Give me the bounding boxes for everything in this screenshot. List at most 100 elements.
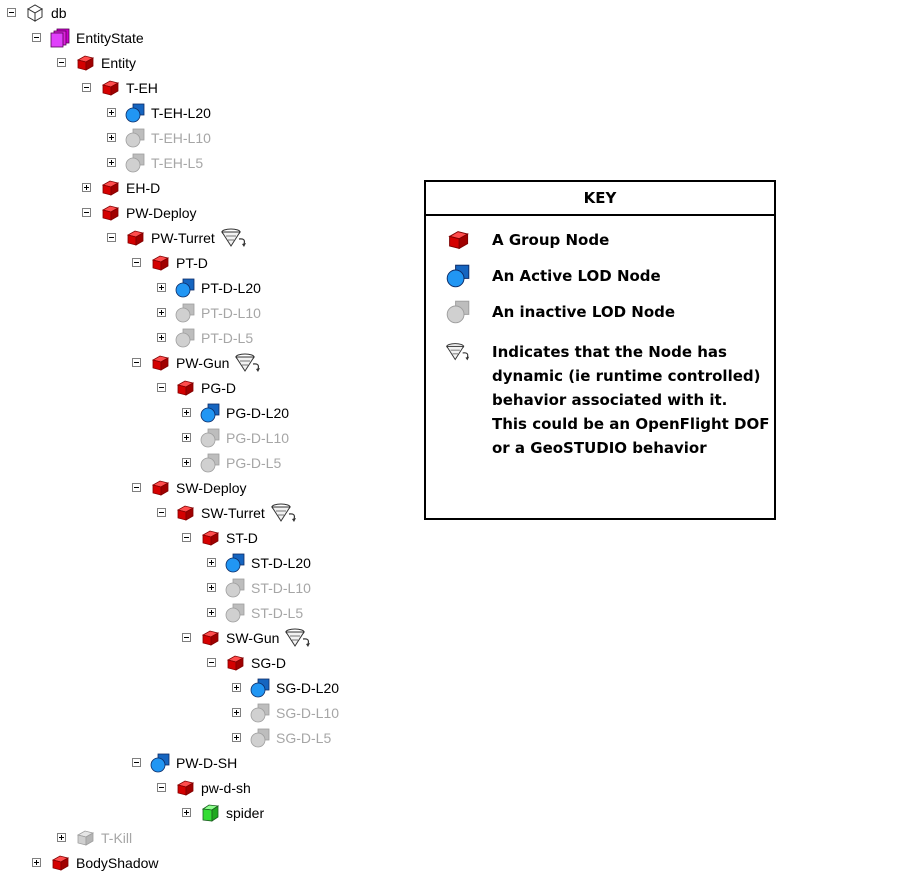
expand-toggle[interactable] (207, 558, 216, 567)
tree-node[interactable]: T-EH-L10 (107, 125, 211, 150)
expand-toggle[interactable] (157, 333, 166, 342)
tree-node-label: SG-D-L20 (276, 679, 340, 696)
tree-node[interactable]: PG-D (157, 375, 236, 400)
expand-toggle[interactable] (107, 133, 116, 142)
collapse-toggle[interactable] (157, 783, 166, 792)
tree-node-label: T-EH-L5 (151, 154, 204, 171)
tree-node[interactable]: PW-Turret (107, 225, 249, 250)
expand-toggle[interactable] (182, 458, 191, 467)
tree-node-label: db (51, 4, 67, 21)
tree-node-label: T-EH-L20 (151, 104, 211, 121)
expand-toggle[interactable] (182, 433, 191, 442)
tree-node-label: PW-D-SH (176, 754, 238, 771)
tree-node[interactable]: PW-Deploy (82, 200, 197, 225)
tree-node[interactable]: SG-D-L10 (232, 700, 339, 725)
key-group-label: A Group Node (492, 231, 610, 249)
group-node-icon (151, 480, 170, 496)
collapse-toggle[interactable] (132, 358, 141, 367)
tree-node-label: ST-D (226, 529, 258, 546)
collapse-toggle[interactable] (157, 383, 166, 392)
tree-node[interactable]: BodyShadow (32, 850, 159, 875)
expand-toggle[interactable] (32, 858, 41, 867)
tree-node[interactable]: SW-Gun (182, 625, 313, 650)
active-lod-icon (150, 753, 170, 772)
tree-node[interactable]: T-EH (82, 75, 158, 100)
expand-toggle[interactable] (207, 608, 216, 617)
tree-node[interactable]: SG-D-L5 (232, 725, 331, 750)
tree-node[interactable]: ST-D-L5 (207, 600, 303, 625)
tree-node[interactable]: T-EH-L5 (107, 150, 203, 175)
active-lod-icon (225, 553, 245, 572)
expand-toggle[interactable] (232, 708, 241, 717)
collapse-toggle[interactable] (182, 633, 191, 642)
tree-node[interactable]: ST-D-L10 (207, 575, 311, 600)
group-node-icon (176, 380, 195, 396)
tree-node-label: SG-D-L5 (276, 729, 332, 746)
tree-node-label: SG-D-L10 (276, 704, 340, 721)
tree-node[interactable]: pw-d-sh (157, 775, 251, 800)
tree-node[interactable]: PT-D-L20 (157, 275, 261, 300)
collapse-toggle[interactable] (132, 258, 141, 267)
tree-node[interactable]: ST-D-L20 (207, 550, 311, 575)
expand-toggle[interactable] (157, 308, 166, 317)
collapse-toggle[interactable] (32, 33, 41, 42)
dynamic-behavior-icon (445, 343, 470, 361)
collapse-toggle[interactable] (82, 208, 91, 217)
collapse-toggle[interactable] (57, 58, 66, 67)
tree-node-label: PT-D (176, 254, 208, 271)
tree-node[interactable]: spider (182, 800, 264, 825)
inactive-lod-icon (200, 453, 220, 472)
tree-node[interactable]: PG-D-L5 (182, 450, 281, 475)
collapse-toggle[interactable] (132, 758, 141, 767)
collapse-toggle[interactable] (82, 83, 91, 92)
group-node-icon (151, 255, 170, 271)
tree-node[interactable]: PT-D (132, 250, 208, 275)
tree-node[interactable]: SG-D (207, 650, 286, 675)
collapse-toggle[interactable] (107, 233, 116, 242)
tree-node[interactable]: PT-D-L5 (157, 325, 253, 350)
tree-node[interactable]: PG-D-L20 (182, 400, 289, 425)
tree-node[interactable]: db (7, 0, 67, 25)
key-dynamic-line: This could be an OpenFlight DOF (492, 415, 770, 433)
tree-node-label: PT-D-L5 (201, 329, 254, 346)
active-lod-icon (250, 678, 270, 697)
key-row-dynamic: Indicates that the Node has dynamic (ie … (444, 340, 769, 460)
active-lod-icon (125, 103, 145, 122)
expand-toggle[interactable] (82, 183, 91, 192)
key-title: KEY (426, 182, 774, 216)
expand-toggle[interactable] (182, 808, 191, 817)
key-active-lod-label: An Active LOD Node (492, 267, 661, 285)
tree-node[interactable]: PW-D-SH (132, 750, 237, 775)
group-node-icon (126, 230, 145, 246)
collapse-toggle[interactable] (132, 483, 141, 492)
expand-toggle[interactable] (182, 408, 191, 417)
tree-node[interactable]: Entity (57, 50, 136, 75)
entity-state-icon (50, 28, 70, 47)
tree-node[interactable]: T-Kill (57, 825, 132, 850)
expand-toggle[interactable] (232, 683, 241, 692)
collapse-toggle[interactable] (182, 533, 191, 542)
expand-toggle[interactable] (107, 108, 116, 117)
tree-node[interactable]: T-EH-L20 (107, 100, 211, 125)
expand-toggle[interactable] (232, 733, 241, 742)
tree-node[interactable]: SW-Turret (157, 500, 299, 525)
collapse-toggle[interactable] (157, 508, 166, 517)
expand-toggle[interactable] (157, 283, 166, 292)
group-node-icon (226, 655, 245, 671)
expand-toggle[interactable] (107, 158, 116, 167)
key-inactive-lod-label: An inactive LOD Node (492, 303, 676, 321)
expand-toggle[interactable] (57, 833, 66, 842)
collapse-toggle[interactable] (7, 8, 16, 17)
tree-node-label: SG-D (251, 654, 286, 671)
tree-node[interactable]: EntityState (32, 25, 144, 50)
tree-node[interactable]: PW-Gun (132, 350, 263, 375)
expand-toggle[interactable] (207, 583, 216, 592)
tree-node[interactable]: PT-D-L10 (157, 300, 261, 325)
tree-node[interactable]: PG-D-L10 (182, 425, 289, 450)
tree-node[interactable]: SG-D-L20 (232, 675, 339, 700)
tree-node[interactable]: SW-Deploy (132, 475, 247, 500)
tree-node[interactable]: ST-D (182, 525, 258, 550)
tree-node[interactable]: EH-D (82, 175, 160, 200)
collapse-toggle[interactable] (207, 658, 216, 667)
key-dynamic-line: Indicates that the Node has (492, 343, 727, 361)
